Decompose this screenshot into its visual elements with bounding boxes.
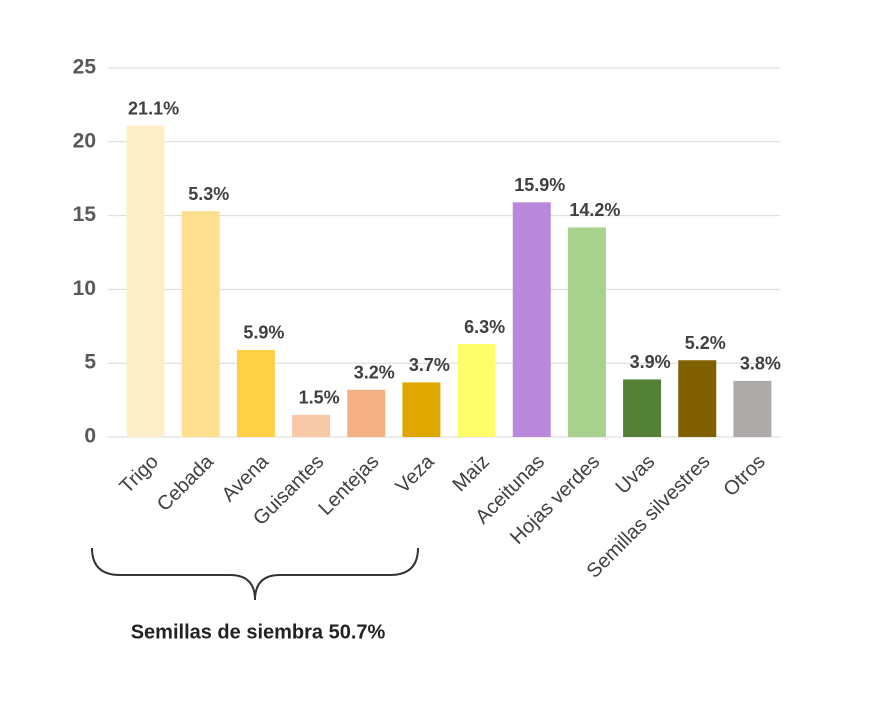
y-tick-label: 20	[73, 129, 96, 152]
data-label: 5.9%	[243, 323, 284, 343]
bar	[181, 211, 220, 437]
data-label: 21.1%	[128, 98, 179, 118]
x-tick-label: Otros	[720, 451, 770, 501]
x-tick-label: Trigo	[116, 451, 163, 498]
data-label: 3.9%	[630, 352, 671, 372]
annotation: Semillas de siembra 50.7%	[131, 621, 386, 643]
data-label: 5.3%	[188, 184, 229, 204]
x-tick-label: Cebada	[153, 450, 219, 516]
y-tick-label: 0	[84, 425, 96, 448]
bar	[512, 202, 551, 437]
y-tick-label: 5	[84, 351, 96, 374]
bar	[623, 379, 662, 437]
bar	[347, 389, 386, 437]
x-tick-label: Maiz	[448, 451, 493, 496]
bar	[402, 382, 441, 437]
bar	[733, 380, 772, 437]
bar	[567, 227, 606, 437]
bar	[457, 344, 496, 437]
x-tick-label: Uvas	[612, 451, 660, 499]
y-tick-label: 10	[73, 277, 96, 300]
data-label: 14.2%	[569, 200, 620, 220]
x-tick-label: Lentejas	[314, 451, 383, 520]
data-label: 5.2%	[685, 333, 726, 353]
data-label: 3.8%	[740, 354, 781, 374]
x-tick-label: Veza	[392, 450, 440, 498]
y-tick-label: 15	[73, 203, 97, 226]
bar	[236, 349, 275, 437]
bar	[126, 125, 165, 438]
y-tick-label: 25	[73, 56, 97, 79]
data-label: 15.9%	[514, 175, 565, 195]
data-label: 6.3%	[464, 317, 505, 337]
bar	[292, 414, 331, 437]
data-label: 3.2%	[354, 363, 395, 383]
data-label: 1.5%	[299, 388, 340, 408]
data-label: 3.7%	[409, 355, 450, 375]
brace	[91, 547, 419, 601]
bar	[678, 360, 717, 437]
